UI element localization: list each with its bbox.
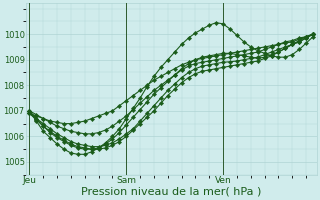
X-axis label: Pression niveau de la mer( hPa ): Pression niveau de la mer( hPa ) (81, 187, 261, 197)
